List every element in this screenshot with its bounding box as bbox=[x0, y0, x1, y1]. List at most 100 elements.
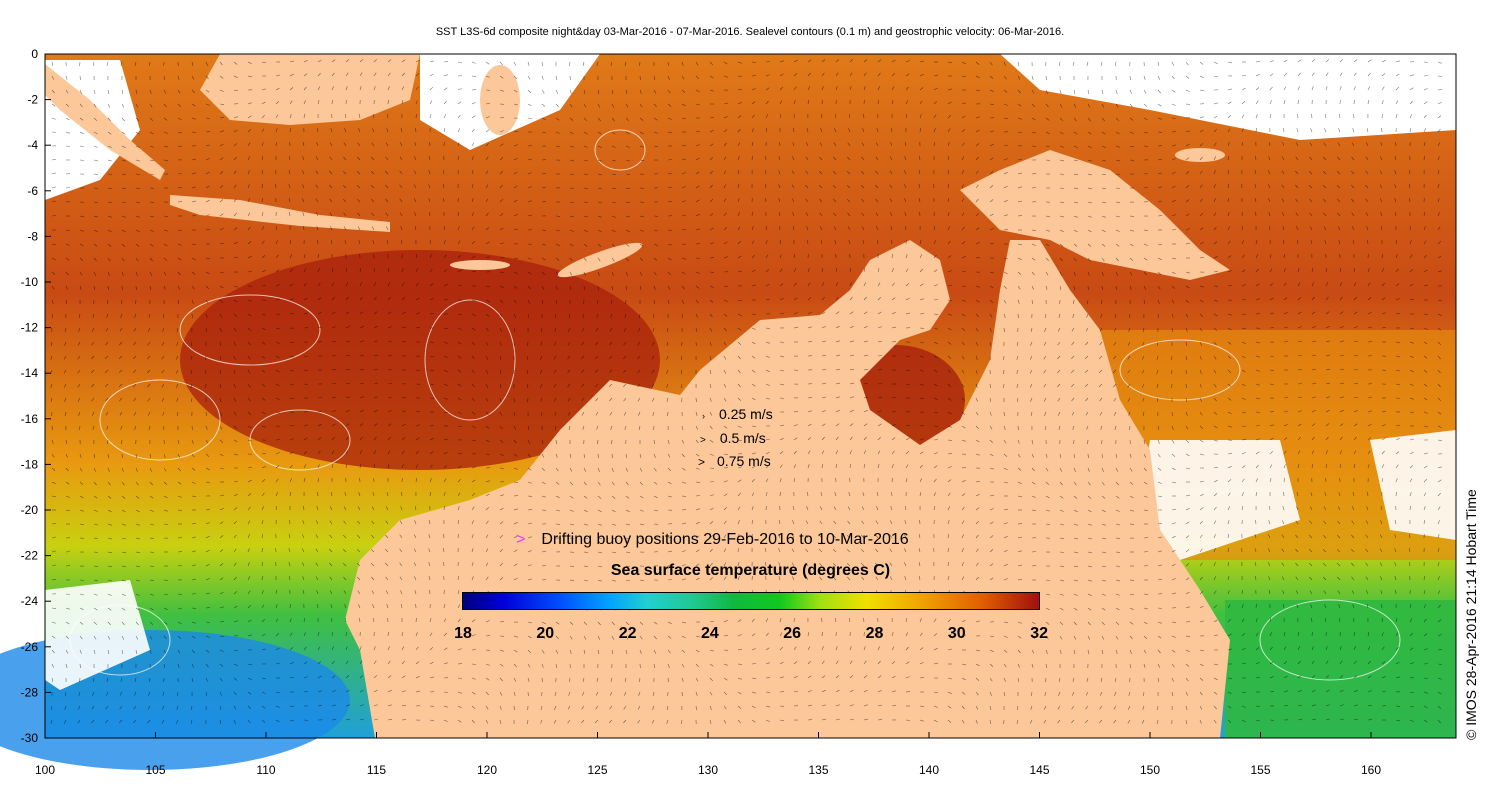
velocity-arrow bbox=[1101, 453, 1103, 459]
velocity-arrow bbox=[107, 201, 112, 204]
velocity-arrow bbox=[247, 520, 251, 525]
velocity-arrow bbox=[1101, 495, 1106, 499]
velocity-arrow bbox=[176, 341, 179, 346]
velocity-arrow bbox=[919, 677, 924, 679]
velocity-arrow bbox=[1199, 327, 1203, 332]
velocity-arrow bbox=[1352, 226, 1355, 231]
velocity-arrow bbox=[1255, 464, 1259, 469]
velocity-arrow bbox=[1143, 271, 1147, 276]
velocity-arrow bbox=[569, 495, 574, 499]
velocity-arrow bbox=[317, 86, 321, 91]
velocity-arrow bbox=[569, 89, 572, 94]
velocity-arrow bbox=[1059, 131, 1064, 135]
velocity-arrow bbox=[1199, 129, 1204, 133]
velocity-arrow bbox=[1171, 214, 1176, 217]
velocity-arrow bbox=[1366, 506, 1369, 511]
velocity-arrow bbox=[1409, 505, 1411, 511]
velocity-arrow bbox=[723, 493, 728, 497]
velocity-arrow bbox=[835, 311, 840, 315]
velocity-arrow bbox=[1129, 635, 1133, 640]
velocity-arrow bbox=[1073, 467, 1076, 472]
velocity-arrow bbox=[513, 228, 518, 231]
velocity-arrow bbox=[1283, 660, 1288, 665]
velocity-arrow bbox=[709, 313, 713, 318]
velocity-arrow bbox=[1227, 520, 1230, 525]
velocity-arrow bbox=[891, 675, 896, 679]
velocity-arrow bbox=[289, 341, 294, 344]
velocity-arrow bbox=[1297, 355, 1303, 357]
velocity-arrow bbox=[890, 212, 893, 217]
velocity-arrow bbox=[261, 479, 266, 483]
velocity-arrow bbox=[1084, 383, 1089, 388]
velocity-arrow bbox=[877, 268, 880, 273]
velocity-arrow bbox=[1381, 424, 1386, 427]
velocity-arrow bbox=[849, 409, 854, 413]
velocity-arrow bbox=[583, 187, 589, 189]
velocity-arrow bbox=[611, 509, 616, 513]
velocity-arrow bbox=[1143, 607, 1148, 610]
velocity-arrow bbox=[107, 299, 109, 305]
velocity-arrow bbox=[342, 184, 347, 189]
velocity-arrow bbox=[1352, 492, 1355, 497]
velocity-arrow bbox=[373, 311, 378, 315]
velocity-arrow bbox=[373, 268, 375, 273]
velocity-arrow bbox=[989, 213, 994, 217]
velocity-arrow bbox=[51, 536, 56, 539]
velocity-arrow bbox=[1325, 72, 1329, 77]
velocity-arrow bbox=[667, 677, 669, 683]
velocity-arrow bbox=[877, 436, 882, 441]
velocity-arrow bbox=[471, 341, 476, 346]
velocity-arrow bbox=[1283, 86, 1287, 91]
velocity-arrow bbox=[219, 89, 224, 92]
velocity-arrow bbox=[303, 661, 308, 665]
velocity-arrow bbox=[653, 299, 655, 305]
velocity-arrow bbox=[877, 632, 879, 637]
velocity-arrow bbox=[121, 215, 126, 218]
velocity-arrow bbox=[51, 200, 56, 203]
velocity-arrow bbox=[233, 198, 237, 203]
velocity-arrow bbox=[471, 466, 476, 469]
velocity-arrow bbox=[149, 159, 154, 162]
velocity-arrow bbox=[624, 691, 627, 696]
velocity-arrow bbox=[765, 533, 767, 539]
velocity-arrow bbox=[205, 313, 208, 318]
velocity-arrow bbox=[359, 282, 362, 287]
velocity-arrow bbox=[233, 256, 238, 259]
velocity-arrow bbox=[737, 299, 742, 302]
velocity-arrow bbox=[92, 425, 95, 430]
velocity-arrow bbox=[583, 117, 588, 122]
velocity-arrow bbox=[1213, 520, 1217, 525]
velocity-arrow bbox=[329, 170, 333, 175]
velocity-arrow bbox=[778, 212, 781, 217]
velocity-arrow bbox=[401, 72, 405, 77]
velocity-arrow bbox=[793, 450, 797, 455]
velocity-arrow bbox=[457, 327, 462, 330]
velocity-arrow bbox=[415, 478, 418, 483]
velocity-arrow bbox=[191, 453, 195, 458]
velocity-arrow bbox=[975, 494, 980, 497]
velocity-arrow bbox=[415, 268, 419, 273]
velocity-arrow bbox=[471, 299, 476, 302]
velocity-arrow bbox=[849, 311, 854, 315]
velocity-arrow bbox=[191, 186, 196, 189]
velocity-arrow bbox=[608, 369, 613, 373]
velocity-arrow bbox=[1241, 226, 1244, 231]
velocity-arrow bbox=[149, 565, 155, 567]
velocity-arrow bbox=[387, 72, 391, 77]
velocity-arrow bbox=[1043, 355, 1047, 360]
velocity-arrow bbox=[471, 327, 476, 331]
velocity-arrow bbox=[583, 131, 588, 135]
velocity-arrow bbox=[513, 691, 516, 696]
velocity-arrow bbox=[513, 481, 519, 483]
velocity-arrow bbox=[1255, 211, 1257, 217]
velocity-arrow bbox=[569, 579, 574, 581]
velocity-arrow bbox=[695, 299, 699, 304]
velocity-arrow bbox=[1157, 89, 1161, 94]
velocity-arrow bbox=[1241, 299, 1247, 301]
velocity-arrow bbox=[1269, 506, 1271, 511]
velocity-arrow bbox=[681, 313, 684, 318]
velocity-arrow bbox=[457, 142, 460, 147]
velocity-arrow bbox=[1255, 576, 1257, 581]
velocity-arrow bbox=[751, 355, 756, 359]
velocity-arrow bbox=[1309, 212, 1313, 217]
